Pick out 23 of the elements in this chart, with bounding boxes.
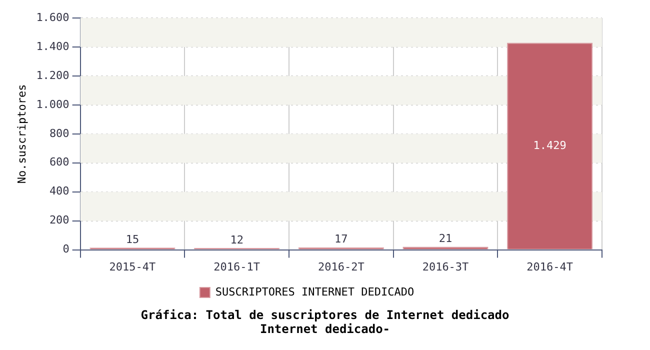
- y-tick-label: 600: [49, 156, 70, 169]
- y-tick-label: 800: [49, 126, 70, 140]
- y-axis-title: No.suscriptores: [15, 84, 28, 184]
- y-tick-label: 1.400: [36, 40, 70, 53]
- data-label: 17: [334, 232, 348, 246]
- text: Gráfica: Total de suscriptores de Internet dedicado: [140, 308, 510, 322]
- data-label: 12: [230, 233, 244, 246]
- x-tick-label: 2016-2T: [318, 260, 365, 274]
- y-tick-label: 200: [49, 214, 70, 227]
- data-label: 21: [438, 232, 452, 246]
- x-tick-label: 2016-3T: [422, 260, 470, 274]
- x-tick-label: 2015-4T: [109, 260, 156, 274]
- y-tick-label: 1.200: [36, 68, 70, 82]
- x-tick-label: 2016-4T: [526, 260, 574, 274]
- y-tick-label: 400: [49, 184, 70, 198]
- y-tick-label: 1.000: [36, 98, 70, 111]
- text: Internet dedicado-: [258, 322, 392, 336]
- x-tick-label: 2016-1T: [214, 260, 260, 274]
- y-tick-label: 0: [62, 242, 70, 256]
- y-tick-label: 1.600: [36, 10, 70, 24]
- data-label: 1.429: [533, 138, 566, 152]
- legend-label: SUSCRIPTORES INTERNET DEDICADO: [215, 285, 414, 298]
- data-label: 15: [126, 232, 140, 246]
